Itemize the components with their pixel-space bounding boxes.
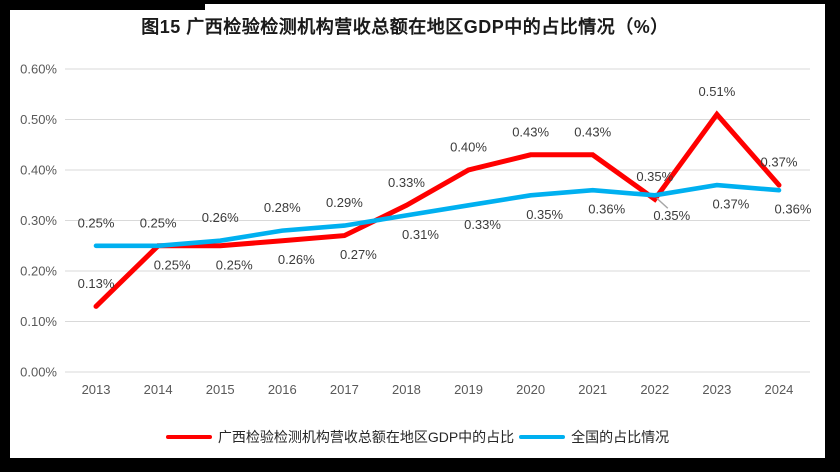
scan-border-top (0, 0, 840, 4)
x-axis-tick: 2015 (206, 382, 235, 397)
series-line-guangxi (93, 110, 782, 309)
y-axis-tick: 0.30% (20, 213, 57, 228)
data-label: 0.43% (574, 124, 611, 139)
data-label: 0.31% (402, 227, 439, 242)
data-label: 0.35% (636, 169, 673, 184)
data-label: 0.37% (712, 197, 749, 212)
legend-item-national: 全国的占比情况 (519, 427, 669, 447)
y-axis-tick: 0.20% (20, 264, 57, 279)
scan-border-bottom (0, 458, 840, 472)
data-label: 0.35% (653, 208, 690, 223)
x-axis-tick: 2018 (392, 382, 421, 397)
series-line-national (93, 182, 782, 249)
data-label: 0.25% (216, 257, 253, 272)
data-label: 0.36% (775, 202, 812, 217)
data-label: 0.25% (154, 257, 191, 272)
y-axis-tick: 0.50% (20, 112, 57, 127)
data-label: 0.27% (340, 247, 377, 262)
x-axis-tick: 2019 (454, 382, 483, 397)
scan-border-top-left (0, 0, 205, 10)
data-label: 0.43% (512, 124, 549, 139)
x-axis-tick: 2020 (516, 382, 545, 397)
x-axis-tick: 2023 (702, 382, 731, 397)
data-label: 0.33% (464, 217, 501, 232)
data-label: 0.26% (278, 252, 315, 267)
scan-border-left (0, 0, 10, 472)
x-axis-tick: 2021 (578, 382, 607, 397)
x-axis-tick: 2017 (330, 382, 359, 397)
data-label: 0.29% (326, 195, 363, 210)
data-label: 0.37% (761, 155, 798, 170)
data-label: 0.25% (140, 215, 177, 230)
x-axis-tick: 2022 (640, 382, 669, 397)
legend-item-guangxi: 广西检验检测机构营收总额在地区GDP中的占比 (165, 427, 515, 447)
data-label: 0.40% (450, 140, 487, 155)
data-label: 0.13% (78, 276, 115, 291)
y-axis-tick: 0.00% (20, 365, 57, 380)
x-axis-tick: 2014 (144, 382, 173, 397)
legend-swatch-red-line (165, 435, 212, 439)
x-axis-tick: 2013 (82, 382, 111, 397)
data-label: 0.28% (264, 200, 301, 215)
data-label: 0.51% (698, 84, 735, 99)
data-label: 0.25% (78, 215, 115, 230)
data-label: 0.33% (388, 175, 425, 190)
scan-border-right (825, 0, 840, 472)
legend-label-guangxi: 广西检验检测机构营收总额在地区GDP中的占比 (217, 429, 515, 445)
y-axis-tick: 0.40% (20, 163, 57, 178)
data-label: 0.36% (588, 202, 625, 217)
legend-swatch-blue-line (519, 435, 566, 439)
y-axis-tick: 0.10% (20, 314, 57, 329)
x-axis-tick: 2024 (764, 382, 793, 397)
data-label: 0.26% (202, 210, 239, 225)
legend-label-national: 全国的占比情况 (571, 429, 670, 445)
y-axis-tick: 0.60% (20, 62, 57, 77)
data-label: 0.35% (526, 207, 563, 222)
chart-title: 图15 广西检验检测机构营收总额在地区GDP中的占比情况（%） (141, 17, 669, 37)
legend: 广西检验检测机构营收总额在地区GDP中的占比 全国的占比情况 (10, 426, 825, 448)
x-axis-tick: 2016 (268, 382, 297, 397)
label-leader-line (656, 197, 669, 209)
